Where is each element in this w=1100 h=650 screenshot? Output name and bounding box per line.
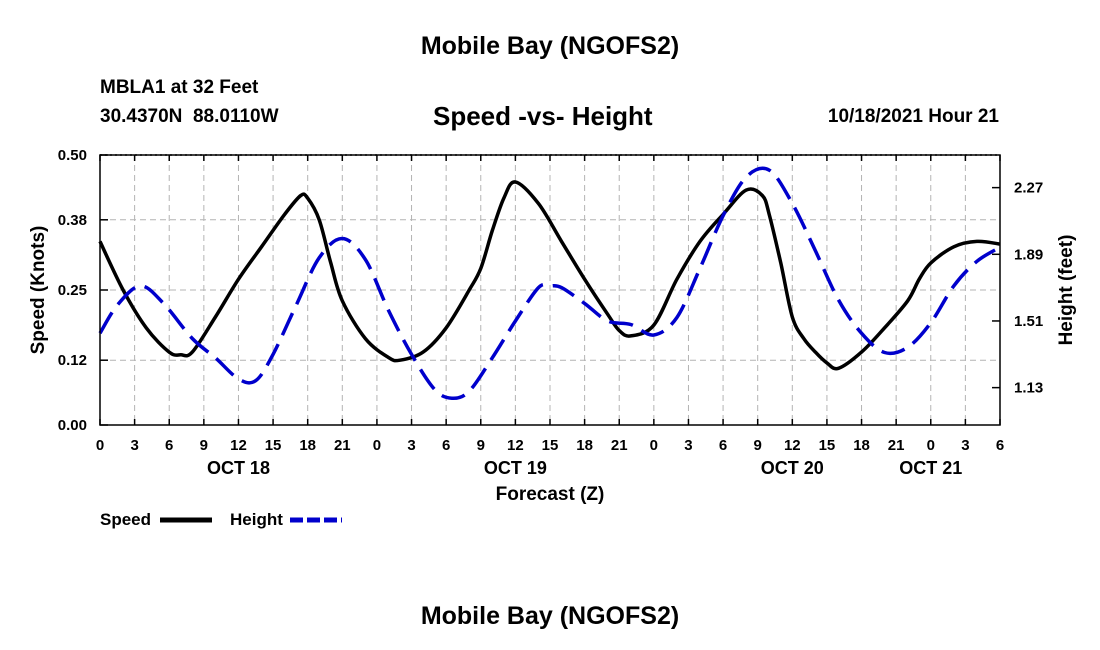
legend: Speed Height — [100, 510, 342, 529]
x-tick-label: 0 — [927, 437, 935, 454]
date-label: OCT 20 — [761, 458, 824, 478]
axis-labels: 0 3 6 9 12 15 18 21 0 3 6 9 12 15 18 21 0 3 6 9 12 15 18 21 0 3 6 0… — [28, 147, 1077, 505]
speed-series-line — [98, 180, 1001, 371]
y2-tick-label: 1.13 — [1014, 380, 1043, 397]
chart-top-title: Mobile Bay (NGOFS2) — [420, 32, 680, 60]
y-tick-label: 0.38 — [58, 212, 87, 229]
y-tick-label: 0.50 — [58, 147, 87, 164]
x-tick-label: 21 — [334, 437, 351, 454]
x-tick-label: 3 — [961, 437, 969, 454]
forecast-datetime: 10/18/2021 Hour 21 — [827, 106, 999, 127]
x-axis-title: Forecast (Z) — [496, 484, 605, 505]
chart-bottom-title: Mobile Bay (NGOFS2) — [420, 602, 680, 630]
grid-lines — [100, 155, 1000, 425]
x-tick-label: 15 — [265, 437, 282, 454]
y-tick-label: 0.00 — [58, 417, 87, 434]
x-tick-label: 18 — [853, 437, 870, 454]
x-tick-label: 6 — [442, 437, 450, 454]
date-label: OCT 18 — [207, 458, 270, 478]
x-tick-label: 21 — [611, 437, 628, 454]
y2-tick-label: 1.89 — [1014, 246, 1043, 263]
legend-height-label: Height — [230, 510, 283, 529]
y2-tick-label: 2.27 — [1014, 180, 1043, 197]
station-label: MBLA1 at 32 Feet — [100, 77, 259, 98]
y-axis-title: Speed (Knots) — [28, 226, 49, 355]
x-tick-label: 3 — [130, 437, 138, 454]
x-tick-label: 18 — [576, 437, 593, 454]
height-series-line — [98, 166, 1001, 401]
x-tick-label: 12 — [784, 437, 801, 454]
station-coordinates: 30.4370N 88.0110W — [100, 106, 279, 127]
x-tick-label: 0 — [373, 437, 381, 454]
x-tick-label: 12 — [230, 437, 247, 454]
x-tick-label: 6 — [996, 437, 1004, 454]
y2-axis-title: Height (feet) — [1056, 235, 1077, 346]
x-tick-label: 0 — [96, 437, 104, 454]
x-tick-label: 9 — [477, 437, 485, 454]
x-tick-label: 0 — [650, 437, 658, 454]
y-tick-label: 0.12 — [58, 352, 87, 369]
x-tick-label: 12 — [507, 437, 524, 454]
x-tick-label: 3 — [684, 437, 692, 454]
date-label: OCT 21 — [899, 458, 962, 478]
date-label: OCT 19 — [484, 458, 547, 478]
y-tick-label: 0.25 — [58, 282, 87, 299]
legend-speed-label: Speed — [100, 510, 151, 529]
x-tick-label: 3 — [407, 437, 415, 454]
x-tick-label: 15 — [542, 437, 559, 454]
x-tick-label: 9 — [754, 437, 762, 454]
x-tick-label: 21 — [888, 437, 905, 454]
data-series — [98, 166, 1001, 401]
speed-vs-height-chart: 0 3 6 9 12 15 18 21 0 3 6 9 12 15 18 21 0 3 6 9 12 15 18 21 0 3 6 0… — [28, 147, 1077, 529]
x-tick-label: 18 — [299, 437, 316, 454]
x-tick-label: 6 — [719, 437, 727, 454]
chart-subtitle: Speed -vs- Height — [433, 101, 653, 131]
x-tick-label: 6 — [165, 437, 173, 454]
x-tick-label: 9 — [200, 437, 208, 454]
x-tick-label: 15 — [819, 437, 836, 454]
y2-tick-label: 1.51 — [1014, 313, 1043, 330]
